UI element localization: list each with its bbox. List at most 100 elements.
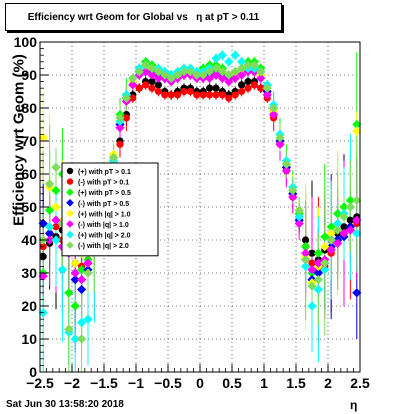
data-point [244,78,252,86]
legend-marker [66,209,74,218]
data-point [57,265,67,275]
data-point [153,67,163,77]
legend: (+) with pT > 0.1 (-) with pT > 0.1 (+) wi… [61,162,159,257]
data-point [326,228,336,238]
data-point [294,218,304,229]
data-point [161,91,169,99]
data-point [148,84,156,92]
x-tick-label: 1 [260,375,268,391]
data-point [45,205,55,215]
x-tick-label: 0 [196,375,204,391]
data-point [262,90,272,100]
data-point [301,255,311,265]
data-point [269,110,279,120]
data-point [237,70,247,80]
data-point [64,324,74,334]
data-point [121,93,131,103]
data-point [326,222,336,232]
data-point [345,225,355,235]
data-point [333,218,343,229]
data-point [339,202,349,212]
data-point [185,67,195,77]
data-point [313,248,323,258]
data-point [173,70,183,80]
legend-entry: (+) with pT > 0.5 [66,188,131,197]
data-point [230,67,240,77]
data-point [288,192,298,202]
data-point [302,236,310,244]
data-point [256,73,266,83]
legend-entry: (+) with |q| > 1.0 [66,209,131,218]
data-point [256,67,266,77]
data-point [294,212,304,222]
data-point [281,159,291,169]
data-point [64,288,74,298]
data-point [45,235,55,245]
legend-label: (-) with pT > 0.1 [78,180,129,187]
data-point [262,83,272,93]
data-point [211,53,221,64]
data-point [51,185,61,196]
data-point [51,235,61,245]
data-point [301,261,311,271]
data-point [115,113,125,123]
data-point [206,84,214,92]
data-point [51,202,61,212]
legend-marker [66,188,74,196]
data-point [212,84,220,92]
data-point [129,94,137,102]
data-point [352,119,362,130]
legend-marker [66,230,74,239]
data-point [346,216,354,224]
data-point [147,70,157,80]
data-point [70,275,80,285]
data-point [198,70,208,80]
legend-entry: (-) with |q| > 1.0 [66,220,129,229]
data-point [238,81,246,89]
data-point [39,252,47,261]
footer-timestamp: Sat Jun 30 13:58:20 2018 [6,399,124,410]
data-point [244,84,252,92]
data-point [230,50,240,60]
data-point [116,140,124,148]
legend-label: (-) with |q| > 1.0 [78,222,129,229]
legend-label: (-) with |q| > 2.0 [78,243,129,250]
data-point [313,268,323,278]
data-point [141,60,151,70]
data-point [166,73,176,83]
data-point [352,215,362,225]
data-point [51,162,61,172]
data-point [301,242,311,252]
data-point [339,228,349,238]
data-point [77,317,87,328]
data-point [134,67,144,77]
data-point [352,126,362,136]
data-point [115,123,125,133]
y-tick-label: 10 [21,331,37,347]
data-point [193,91,201,99]
x-axis-title: η [350,398,358,412]
legend-marker [66,241,74,249]
data-point [199,91,207,99]
data-point [326,235,336,245]
data-point [320,242,330,252]
data-point [307,281,317,291]
legend-label: (+) with |q| > 1.0 [78,211,131,218]
chart-title-box: Efficiency wrt Geom for Global vs η at p… [5,3,282,31]
data-point [217,67,227,77]
data-point [77,265,87,275]
data-point [45,228,55,238]
y-tick-label: 100 [14,34,38,50]
data-point [186,87,194,96]
data-point [179,67,189,77]
data-point [333,238,343,248]
data-point [141,67,151,77]
x-tick-label: −2 [64,375,80,391]
data-point [249,60,259,70]
data-point [237,57,247,67]
data-point [320,265,330,275]
axis-ticks [39,41,361,373]
data-point [206,91,214,99]
data-point [77,284,87,295]
